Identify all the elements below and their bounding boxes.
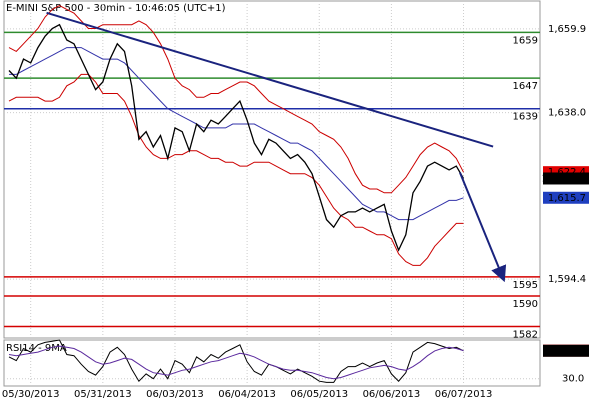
y-tick-label: 1,594.4 [548, 274, 586, 285]
y-tick-label: 1,638.0 [548, 108, 586, 119]
trend-line [46, 11, 494, 148]
price-box [543, 344, 589, 357]
x-tick-label: 06/06/2013 [363, 389, 421, 400]
series-line [8, 345, 464, 380]
rsi-frame [3, 339, 541, 387]
level-label: 1582 [513, 330, 538, 341]
level-label: 1590 [513, 299, 538, 310]
series-line [8, 5, 464, 194]
x-tick-label: 06/05/2013 [290, 389, 348, 400]
x-tick-label: 05/31/2013 [74, 389, 132, 400]
chart-title: E-MINI S&P 500 - 30min - 10:46:05 (UTC+1… [6, 3, 226, 14]
y-tick-label: 30.0 [562, 374, 584, 385]
series-line [8, 339, 464, 383]
main-frame [3, 0, 541, 339]
price-box-label: 53.0992 [545, 346, 586, 357]
price-box [543, 191, 589, 204]
price-box-label: 1,620.75 [541, 173, 586, 184]
arrow [458, 172, 507, 283]
level-label: 1595 [513, 280, 538, 291]
x-tick-label: 06/07/2013 [435, 389, 493, 400]
series-line [8, 23, 465, 252]
series-line [9, 47, 464, 221]
rsi-title: RSI14 - 9MA [6, 343, 67, 354]
price-box [543, 172, 589, 185]
series-line [8, 73, 464, 266]
level-label: 1647 [513, 81, 538, 92]
x-tick-label: 06/03/2013 [146, 389, 204, 400]
y-tick-label: 1,659.9 [548, 24, 586, 35]
x-tick-label: 06/04/2013 [218, 389, 276, 400]
level-label: 1659 [513, 35, 538, 46]
price-box-label: 1,615.7 [548, 193, 586, 204]
level-label: 1639 [513, 112, 538, 123]
x-tick-label: 05/30/2013 [2, 389, 60, 400]
